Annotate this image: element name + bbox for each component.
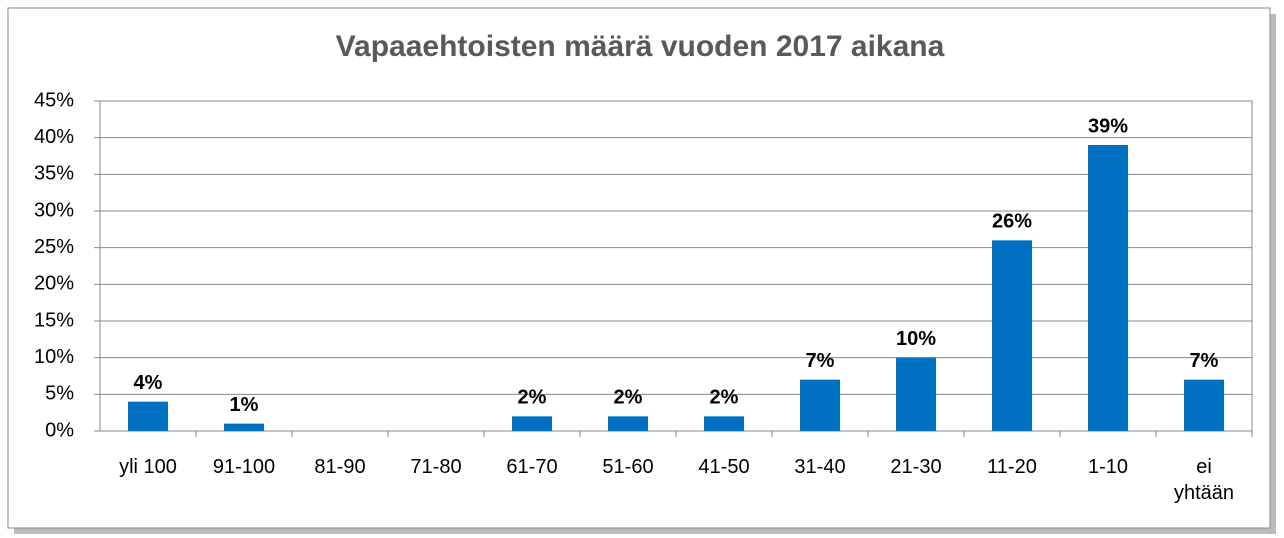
- y-tick-label: 40%: [34, 126, 74, 148]
- x-tick-label: ei yhtään: [1173, 456, 1235, 504]
- bar: [1184, 379, 1224, 431]
- y-tick-label: 25%: [34, 236, 74, 258]
- y-tick-label: 45%: [34, 89, 74, 111]
- y-tick-label: 20%: [34, 273, 74, 295]
- bar: [800, 379, 840, 431]
- bar: [512, 416, 552, 431]
- value-label: 7%: [1190, 350, 1219, 372]
- y-tick-label: 10%: [34, 346, 74, 368]
- value-label: 2%: [710, 387, 739, 409]
- value-label: 2%: [518, 387, 547, 409]
- value-label: 1%: [230, 394, 259, 416]
- value-label: 26%: [992, 211, 1032, 233]
- bar: [224, 423, 264, 431]
- x-tick-label: 51-60: [602, 456, 654, 478]
- bar: [128, 401, 168, 431]
- y-tick-label: 30%: [34, 199, 74, 221]
- bar: [704, 416, 744, 431]
- x-tick-label: 21-30: [890, 456, 942, 478]
- bar: [1088, 145, 1128, 431]
- bar: [896, 357, 936, 431]
- x-tick-label: yli 100: [119, 456, 177, 478]
- x-tick-label: 71-80: [410, 456, 462, 478]
- bar: [992, 240, 1032, 431]
- value-label: 39%: [1088, 115, 1128, 137]
- value-label: 2%: [614, 387, 643, 409]
- y-tick-label: 15%: [34, 309, 74, 331]
- y-tick-label: 35%: [34, 163, 74, 185]
- bar: [608, 416, 648, 431]
- chart-title: Vapaaehtoisten määrä vuoden 2017 aikana: [336, 30, 945, 63]
- value-label: 7%: [806, 350, 835, 372]
- x-tick-label: 61-70: [506, 456, 558, 478]
- y-tick-label: 0%: [45, 419, 74, 441]
- x-tick-label: 1-10: [1087, 456, 1129, 478]
- value-label: 10%: [896, 328, 936, 350]
- value-label: 4%: [134, 372, 163, 394]
- x-tick-label: 91-100: [212, 456, 276, 478]
- y-tick-label: 5%: [45, 383, 74, 405]
- x-tick-label: 11-20: [987, 456, 1037, 478]
- x-tick-label: 81-90: [314, 456, 366, 478]
- frame: [7, 7, 1271, 529]
- x-tick-label: 31-40: [794, 456, 846, 478]
- x-tick-label: 41-50: [698, 456, 750, 478]
